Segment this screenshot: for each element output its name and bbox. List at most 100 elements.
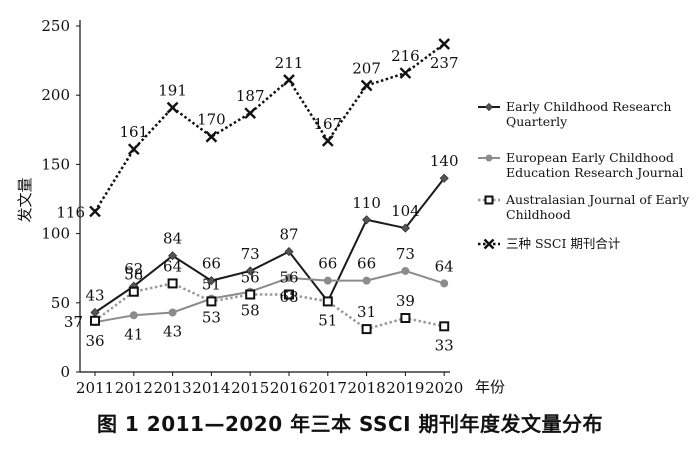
data-point: [206, 296, 217, 307]
data-label: 51: [318, 311, 337, 329]
data-point: [129, 311, 138, 320]
data-point: [90, 315, 100, 326]
data-point: [362, 215, 372, 225]
data-label: 41: [124, 325, 143, 343]
x-tick-label: 2013: [154, 379, 192, 397]
data-label: 167: [313, 115, 342, 133]
series-line-4: [93, 42, 445, 213]
data-point: [323, 276, 332, 285]
data-label: 237: [430, 54, 459, 72]
y-tick-label: 0: [60, 363, 70, 381]
data-label: 31: [357, 303, 376, 321]
data-label: 187: [236, 87, 265, 105]
legend-entry: 三种 SSCI 期刊合计: [506, 236, 620, 251]
data-label: 104: [391, 202, 420, 220]
series-line-3: [94, 282, 445, 331]
data-label: 211: [275, 54, 304, 72]
data-point: [168, 251, 178, 261]
data-label: 66: [357, 255, 376, 273]
data-label: 43: [163, 322, 182, 340]
data-point: [285, 273, 293, 282]
data-label: 51: [202, 275, 221, 293]
data-label: 37: [64, 313, 83, 331]
data-label: 87: [279, 226, 298, 244]
legend-entry: Early Childhood Research: [506, 99, 671, 114]
data-label: 43: [85, 286, 104, 304]
series-line-2: [94, 269, 445, 324]
data-label: 216: [391, 47, 420, 65]
data-point: [284, 289, 294, 300]
data-point: [127, 143, 140, 156]
legend-entry: European Early Childhood: [506, 150, 674, 165]
data-label: 140: [430, 152, 459, 170]
x-tick-label: 2019: [386, 379, 424, 397]
data-label: 170: [197, 111, 226, 129]
data-label: 64: [163, 257, 182, 275]
data-point: [361, 324, 372, 335]
data-point: [400, 313, 411, 324]
data-label: 58: [124, 266, 143, 284]
y-tick-label: 50: [51, 294, 70, 312]
data-label: 116: [56, 203, 85, 221]
data-label: 39: [396, 292, 415, 310]
data-point: [439, 321, 450, 332]
data-label: 58: [241, 302, 260, 320]
x-tick-label: 2012: [115, 379, 153, 397]
data-point: [167, 278, 178, 289]
series-line-1: [94, 177, 445, 314]
data-point: [400, 223, 410, 233]
data-label: 64: [435, 257, 454, 275]
data-label: 66: [202, 255, 221, 273]
legend-entry: Australasian Journal of Early: [505, 192, 690, 207]
x-tick-label: 2020: [425, 379, 463, 397]
x-axis-title: 年份: [475, 378, 505, 396]
data-point: [322, 296, 333, 307]
y-tick-label: 150: [41, 155, 70, 173]
data-point: [440, 279, 449, 288]
data-point: [362, 276, 371, 285]
x-tick-label: 2015: [231, 379, 269, 397]
y-tick-label: 100: [41, 225, 70, 243]
data-point: [89, 205, 101, 218]
data-point: [401, 266, 410, 275]
data-label: 68: [279, 288, 298, 306]
legend-entry: Childhood: [506, 207, 571, 222]
data-label: 110: [352, 194, 381, 212]
legend-marker: [485, 154, 493, 162]
x-tick-label: 2014: [192, 379, 230, 397]
data-point: [321, 135, 334, 147]
y-tick-label: 200: [41, 86, 70, 104]
data-label: 33: [435, 336, 454, 354]
data-labels: 43 62 84 66 73 87 66 110 104 140 36 41 43 53 58 68 66 73 6…: [56, 47, 458, 354]
data-label: 56: [279, 268, 298, 286]
x-tick-label: 2011: [76, 379, 114, 397]
data-point: [360, 79, 373, 92]
x-tick-label: 2018: [348, 379, 386, 397]
data-point: [166, 101, 179, 114]
data-label: 191: [158, 82, 187, 100]
data-label: 84: [163, 230, 182, 248]
legend-marker: [484, 102, 494, 112]
legend-marker: [483, 238, 495, 250]
data-point: [439, 173, 449, 183]
data-label: 207: [352, 60, 381, 78]
y-tick-label: 250: [41, 17, 70, 35]
data-point: [206, 276, 216, 286]
data-label: 56: [241, 268, 260, 286]
data-point: [168, 308, 177, 317]
data-point: [244, 107, 257, 120]
legend-marker: [484, 195, 494, 205]
legend-entry: Quarterly: [506, 114, 568, 129]
data-point: [438, 38, 451, 50]
data-label: 62: [124, 260, 143, 278]
data-label: 73: [396, 245, 415, 263]
chart-title: 图 1 2011—2020 年三本 SSCI 期刊年度发文量分布: [96, 412, 604, 436]
data-point: [245, 289, 256, 300]
data-label: 161: [119, 123, 148, 141]
data-label: 53: [202, 309, 221, 327]
data-point: [245, 266, 255, 276]
data-point: [399, 67, 412, 79]
